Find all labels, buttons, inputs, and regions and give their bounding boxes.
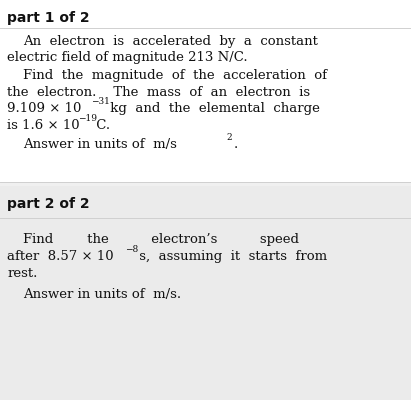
Text: the  electron.    The  mass  of  an  electron  is: the electron. The mass of an electron is <box>7 86 311 98</box>
Text: −31: −31 <box>91 97 110 106</box>
Text: Find  the  magnitude  of  the  acceleration  of: Find the magnitude of the acceleration o… <box>23 69 327 82</box>
Text: Answer in units of  m/s: Answer in units of m/s <box>23 138 176 151</box>
Text: part 2 of 2: part 2 of 2 <box>7 197 90 211</box>
Text: 2: 2 <box>226 133 232 142</box>
Text: 9.109 × 10: 9.109 × 10 <box>7 102 82 115</box>
Text: is 1.6 × 10: is 1.6 × 10 <box>7 119 80 132</box>
Text: −8: −8 <box>125 245 138 254</box>
Text: electric field of magnitude 213 N/C.: electric field of magnitude 213 N/C. <box>7 52 248 64</box>
Text: −19: −19 <box>78 114 97 123</box>
Text: .: . <box>233 138 238 151</box>
Text: An  electron  is  accelerated  by  a  constant: An electron is accelerated by a constant <box>23 36 317 48</box>
Text: s,  assuming  it  starts  from: s, assuming it starts from <box>135 250 327 263</box>
FancyBboxPatch shape <box>0 186 411 400</box>
Text: Answer in units of  m/s.: Answer in units of m/s. <box>23 288 181 301</box>
Text: kg  and  the  elemental  charge: kg and the elemental charge <box>106 102 320 115</box>
Text: C.: C. <box>92 119 111 132</box>
FancyBboxPatch shape <box>0 0 411 182</box>
Text: after  8.57 × 10: after 8.57 × 10 <box>7 250 114 263</box>
Text: Find        the          electron’s          speed: Find the electron’s speed <box>23 234 299 246</box>
Text: rest.: rest. <box>7 267 38 280</box>
Text: part 1 of 2: part 1 of 2 <box>7 11 90 25</box>
